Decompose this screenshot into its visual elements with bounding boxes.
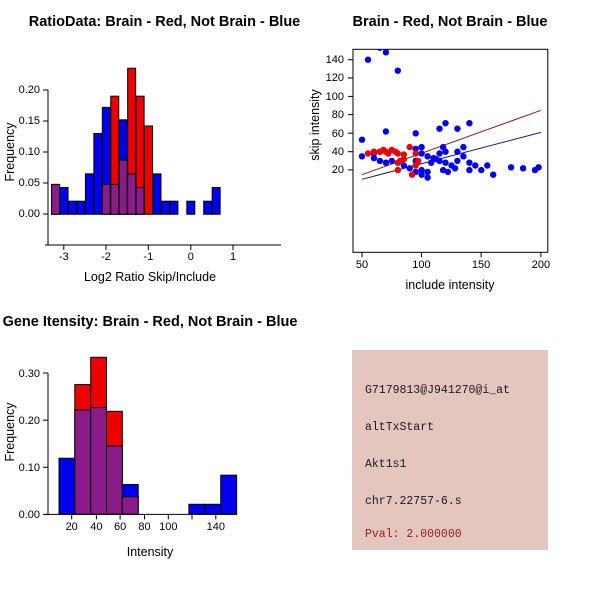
svg-text:80: 80 — [138, 521, 150, 533]
svg-text:80: 80 — [332, 109, 344, 121]
svg-text:0.20: 0.20 — [19, 415, 40, 427]
svg-text:1: 1 — [230, 251, 236, 263]
svg-text:60: 60 — [114, 521, 126, 533]
svg-text:0.00: 0.00 — [19, 208, 40, 220]
svg-text:100: 100 — [326, 91, 344, 103]
svg-text:0.10: 0.10 — [19, 462, 40, 474]
svg-text:100: 100 — [159, 521, 177, 533]
svg-text:0.30: 0.30 — [19, 368, 40, 380]
svg-text:0.15: 0.15 — [19, 115, 40, 127]
svg-text:0.20: 0.20 — [19, 84, 40, 96]
svg-text:50: 50 — [356, 259, 368, 271]
svg-text:-3: -3 — [59, 251, 69, 263]
svg-text:140: 140 — [326, 54, 344, 66]
svg-text:20: 20 — [332, 164, 344, 176]
svg-text:0.10: 0.10 — [19, 146, 40, 158]
svg-text:0: 0 — [188, 251, 194, 263]
svg-text:120: 120 — [326, 72, 344, 84]
svg-text:20: 20 — [66, 521, 78, 533]
svg-text:200: 200 — [532, 259, 550, 271]
svg-text:-2: -2 — [101, 251, 111, 263]
svg-text:40: 40 — [90, 521, 102, 533]
svg-text:150: 150 — [472, 259, 490, 271]
svg-text:60: 60 — [332, 128, 344, 140]
svg-text:100: 100 — [412, 259, 430, 271]
svg-text:0.05: 0.05 — [19, 177, 40, 189]
svg-text:-1: -1 — [143, 251, 153, 263]
svg-text:0.00: 0.00 — [19, 509, 40, 521]
svg-text:140: 140 — [207, 521, 225, 533]
svg-text:40: 40 — [332, 146, 344, 158]
